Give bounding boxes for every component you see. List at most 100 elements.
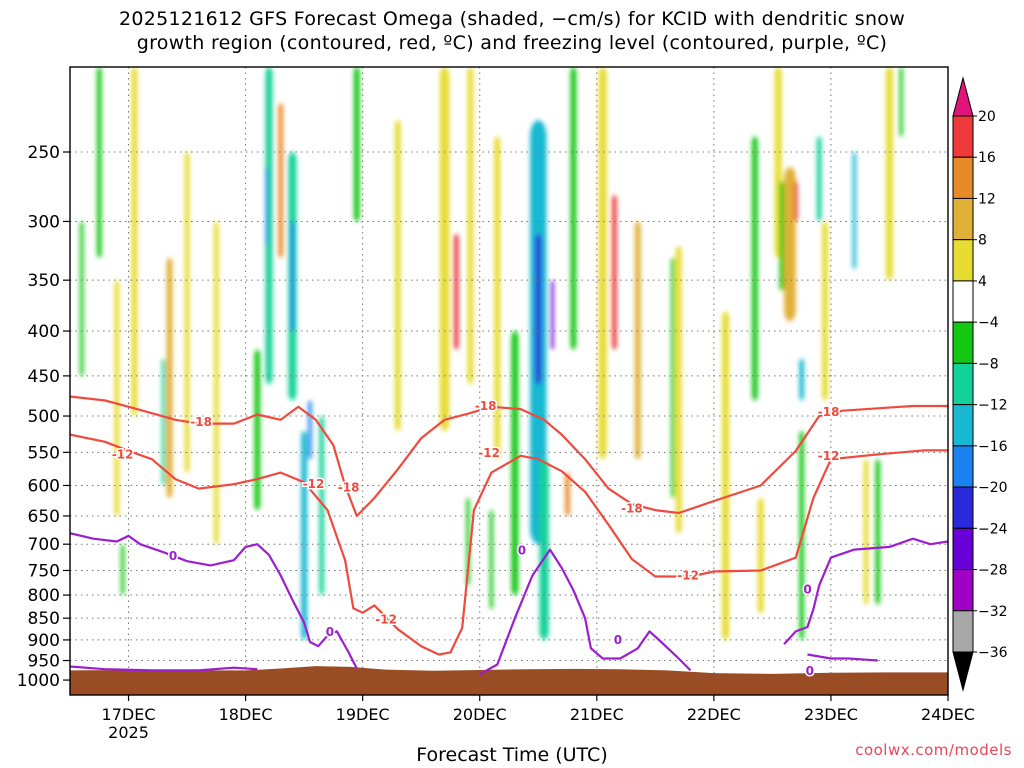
x-tick-label: 19DEC (336, 705, 390, 724)
contour-label: -12 (818, 449, 840, 463)
colorbar-bin (952, 404, 974, 447)
contour-label: -18 (190, 415, 212, 429)
y-tick-label: 950 (28, 652, 60, 672)
omega-cell (550, 280, 554, 350)
colorbar-bin (952, 610, 974, 653)
chart-title-line-1: 2025121612 GFS Forecast Omega (shaded, −… (118, 8, 906, 30)
y-tick-label: 800 (28, 586, 60, 606)
colorbar-bin (952, 362, 974, 406)
x-tick-label: 18DEC (219, 705, 273, 724)
omega-cell (722, 311, 730, 640)
colorbar-bin (952, 197, 974, 241)
omega-cell (816, 136, 822, 222)
colorbar-bin (952, 156, 974, 199)
omega-cell (885, 67, 893, 281)
contour-labels: -12 -18 -12 -18 -12 -18 -12 -18 -12 -18 -12 0 0 0 0 0 0 (110, 397, 841, 679)
omega-cell (120, 544, 125, 596)
omega-cell (308, 400, 312, 460)
colorbar-bin (952, 280, 974, 323)
contour-label: 0 (806, 664, 814, 678)
y-tick-label: 1000 (17, 671, 60, 691)
colorbar-tick-label: −36 (978, 645, 1008, 661)
y-tick-label: 500 (28, 407, 60, 427)
omega-cell (453, 233, 459, 350)
ground-surface (70, 666, 948, 695)
colorbar-tick-label: 12 (978, 191, 996, 207)
omega-cell (79, 221, 84, 376)
colorbar-tick-label: −20 (978, 480, 1008, 496)
contour-label: 0 (169, 549, 177, 563)
omega-cell (598, 67, 607, 460)
omega-cell (301, 430, 308, 640)
colorbar-tick-label: −24 (978, 521, 1008, 537)
contour-label: -18 (818, 405, 840, 419)
contour-label: -12 (478, 446, 500, 460)
x-tick-label: 22DEC (687, 705, 741, 724)
contour-0C-b (479, 548, 692, 676)
contour-label: -18 (475, 399, 497, 413)
omega-cell (634, 221, 641, 460)
omega-cell (875, 459, 881, 605)
colorbar-bin (952, 445, 974, 488)
omega-cell (161, 358, 166, 486)
omega-cell (757, 497, 764, 614)
omega-cell (799, 358, 805, 401)
contour-label: -12 (112, 447, 134, 461)
omega-cell (675, 246, 682, 534)
omega-cell (489, 510, 494, 610)
colorbar-tick-label: −8 (978, 356, 999, 372)
ground-fill (70, 666, 948, 695)
y-axis: 2503003504004505005506006507007508008509… (17, 143, 70, 691)
y-tick-label: 750 (28, 561, 60, 581)
x-tick-label: 20DEC (453, 705, 507, 724)
omega-cell (863, 459, 869, 605)
omega-shading (79, 67, 903, 640)
grid-lines (70, 67, 948, 695)
y-tick-label: 850 (28, 609, 60, 629)
colorbar-tick-label: 16 (978, 150, 996, 166)
contour-0C-e (70, 665, 258, 672)
omega-cell (131, 67, 138, 417)
contour-0C-a (70, 532, 358, 669)
omega-cell (278, 103, 284, 258)
colorbar-tick-label: −28 (978, 563, 1008, 579)
y-tick-label: 300 (28, 212, 60, 232)
x-tick-label: 17DEC (102, 705, 156, 724)
plot-frame (69, 66, 949, 696)
colorbar-bin (952, 486, 974, 529)
contour-label: 0 (518, 544, 526, 558)
omega-cell (671, 257, 675, 498)
y-tick-label: 250 (28, 143, 60, 163)
omega-cell (96, 67, 102, 258)
watermark: coolwx.com/models (855, 741, 1012, 759)
colorbar-bin (952, 115, 974, 158)
omega-cell (539, 459, 549, 640)
contour-0C-c (783, 537, 948, 645)
omega-cell (114, 280, 120, 516)
omega-cell (290, 221, 295, 332)
colorbar-tick-label: −4 (978, 315, 999, 331)
y-tick-label: 450 (28, 367, 60, 387)
omega-cell (467, 67, 474, 385)
x-axis-title: Forecast Time (UTC) (416, 744, 608, 766)
contour-lines (70, 395, 948, 676)
colorbar-bin (952, 527, 974, 571)
colorbar-bin (952, 239, 974, 282)
colorbar-tick-label: 20 (978, 109, 996, 125)
omega-cell (353, 67, 360, 222)
colorbar-tick-label: −32 (978, 604, 1008, 620)
omega-cell (213, 221, 219, 545)
omega-cell (784, 166, 796, 322)
contour-0C-d (807, 653, 878, 662)
contour-label: 0 (803, 582, 811, 596)
contour-label: -18 (621, 501, 643, 515)
omega-cell (794, 181, 798, 222)
y-tick-label: 600 (28, 476, 60, 496)
contour--18C (70, 395, 948, 518)
x-tick-sublabel: 2025 (108, 723, 149, 742)
colorbar-tick-label: 8 (978, 233, 987, 249)
omega-cell (570, 67, 577, 350)
omega-cell (254, 349, 261, 511)
colorbar-tick-label: −12 (978, 398, 1008, 414)
